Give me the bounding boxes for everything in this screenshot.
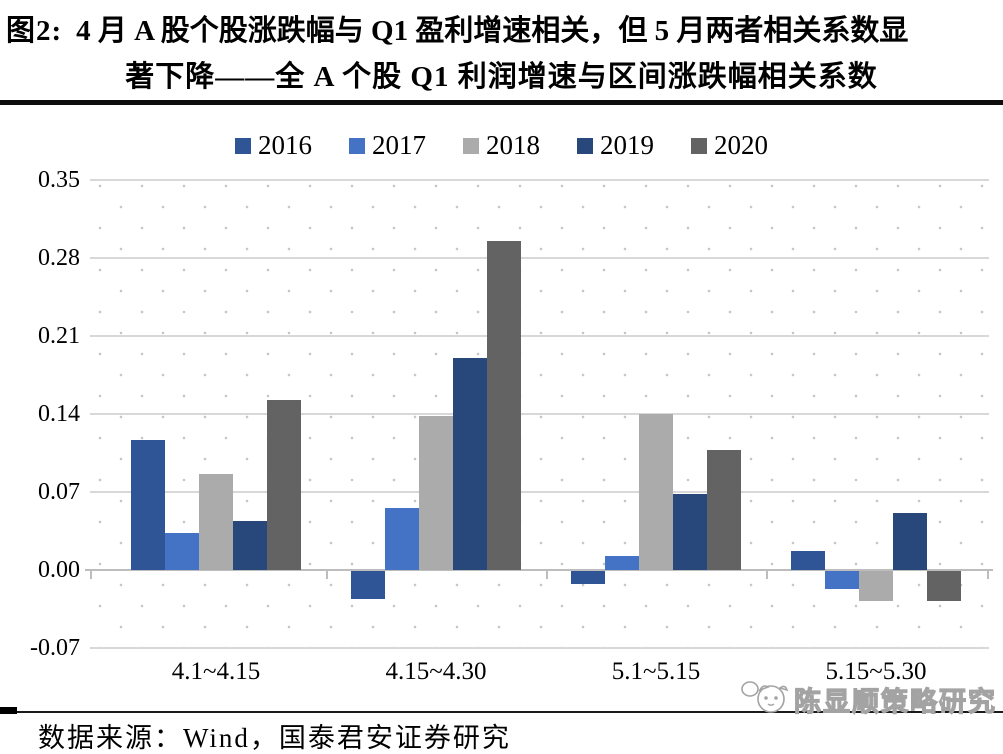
gridline-0.35 xyxy=(90,179,989,181)
chart-legend: 2016 2017 2018 2019 2020 xyxy=(0,130,1003,161)
legend-marker-2016 xyxy=(235,137,251,154)
y-tick-label-0.00: 0.00 xyxy=(38,557,80,583)
bottom-rule xyxy=(0,711,1003,713)
x-axis-tick-0 xyxy=(90,570,92,579)
x-axis-labels: 4.1~4.15 4.15~4.30 5.1~5.15 5.15~5.30 xyxy=(90,658,989,690)
legend-item-2017: 2017 xyxy=(349,130,426,161)
x-axis-tick-2 xyxy=(546,570,548,579)
bar-4.15~4.30-2019 xyxy=(453,358,487,570)
x-axis-tick-1 xyxy=(326,570,328,579)
legend-label-2019: 2019 xyxy=(600,130,654,160)
bar-4.1~4.15-2020 xyxy=(267,400,301,570)
bar-5.15~5.30-2017 xyxy=(825,571,859,589)
legend-label-2020: 2020 xyxy=(714,130,768,160)
bar-5.15~5.30-2020 xyxy=(927,571,961,601)
bar-5.1~5.15-2018 xyxy=(639,414,673,570)
legend-marker-2018 xyxy=(463,137,479,154)
gridline-0.28 xyxy=(90,257,989,259)
bar-4.15~4.30-2016 xyxy=(351,571,385,599)
y-tick-label-0.28: 0.28 xyxy=(38,245,80,271)
figure-title-text1: 4 月 A 股个股涨跌幅与 Q1 盈利增速相关，但 5 月两者相关系数显 xyxy=(76,15,909,47)
y-tick-label-0.14: 0.14 xyxy=(38,401,80,427)
title-divider-rule xyxy=(0,100,1003,105)
bar-5.15~5.30-2019 xyxy=(893,513,927,570)
figure-title: 图2: 4 月 A 股个股涨跌幅与 Q1 盈利增速相关，但 5 月两者相关系数显 … xyxy=(0,8,1003,100)
gridline--0.07 xyxy=(90,647,989,649)
x-tick-label-4.1~4.15: 4.1~4.15 xyxy=(171,658,261,685)
bar-5.15~5.30-2018 xyxy=(859,571,893,601)
watermark-text: 陈显顺策略研究 xyxy=(793,686,997,717)
watermark-mascot-icon xyxy=(740,679,792,720)
bar-4.15~4.30-2018 xyxy=(419,416,453,570)
legend-item-2018: 2018 xyxy=(463,130,540,161)
legend-label-2017: 2017 xyxy=(372,130,426,160)
x-tick-label-4.15~4.30: 4.15~4.30 xyxy=(385,658,487,685)
figure-title-line2: 著下降——全 A 个股 Q1 利润增速与区间涨跌幅相关系数 xyxy=(125,61,878,93)
bar-4.15~4.30-2017 xyxy=(385,508,419,570)
gridline-0.00 xyxy=(85,569,993,571)
legend-item-2020: 2020 xyxy=(691,130,768,161)
bar-5.1~5.15-2020 xyxy=(707,450,741,570)
legend-label-2018: 2018 xyxy=(486,130,540,160)
legend-item-2019: 2019 xyxy=(577,130,654,161)
y-tick-label--0.07: -0.07 xyxy=(30,635,80,661)
figure-title-line1: 图2: 4 月 A 股个股涨跌幅与 Q1 盈利增速相关，但 5 月两者相关系数显 xyxy=(6,8,1003,54)
legend-marker-2020 xyxy=(691,137,707,154)
bar-4.15~4.30-2020 xyxy=(487,241,521,570)
bar-4.1~4.15-2017 xyxy=(165,533,199,570)
y-axis-labels: 0.35 0.28 0.21 0.14 0.07 0.00 -0.07 xyxy=(0,167,80,661)
bar-4.1~4.15-2016 xyxy=(131,440,165,570)
gridline-0.14 xyxy=(90,413,989,415)
gridline-0.21 xyxy=(90,335,989,337)
legend-marker-2019 xyxy=(577,137,593,154)
bottom-rule-left-cap xyxy=(0,707,17,714)
bar-4.1~4.15-2019 xyxy=(233,521,267,570)
y-tick-label-0.21: 0.21 xyxy=(38,323,80,349)
legend-marker-2017 xyxy=(349,137,365,154)
data-source-note: 数据来源：Wind，国泰君安证券研究 xyxy=(38,723,511,753)
x-axis-tick-4 xyxy=(987,570,989,579)
bar-5.1~5.15-2016 xyxy=(571,571,605,584)
watermark: 陈显顺策略研究 xyxy=(740,679,997,720)
plot-area xyxy=(85,179,993,649)
bar-5.1~5.15-2017 xyxy=(605,556,639,570)
bar-4.1~4.15-2018 xyxy=(199,474,233,570)
legend-item-2016: 2016 xyxy=(235,130,312,161)
y-tick-label-0.07: 0.07 xyxy=(38,479,80,505)
figure-label: 图2: xyxy=(6,15,63,47)
x-axis-tick-3 xyxy=(766,570,768,579)
legend-label-2016: 2016 xyxy=(258,130,312,160)
x-tick-label-5.1~5.15: 5.1~5.15 xyxy=(611,658,701,685)
gridline-0.07 xyxy=(90,491,989,493)
x-tick-label-5.15~5.30: 5.15~5.30 xyxy=(825,658,927,685)
bar-5.15~5.30-2016 xyxy=(791,551,825,570)
y-tick-label-0.35: 0.35 xyxy=(38,167,80,193)
bar-5.1~5.15-2019 xyxy=(673,494,707,570)
